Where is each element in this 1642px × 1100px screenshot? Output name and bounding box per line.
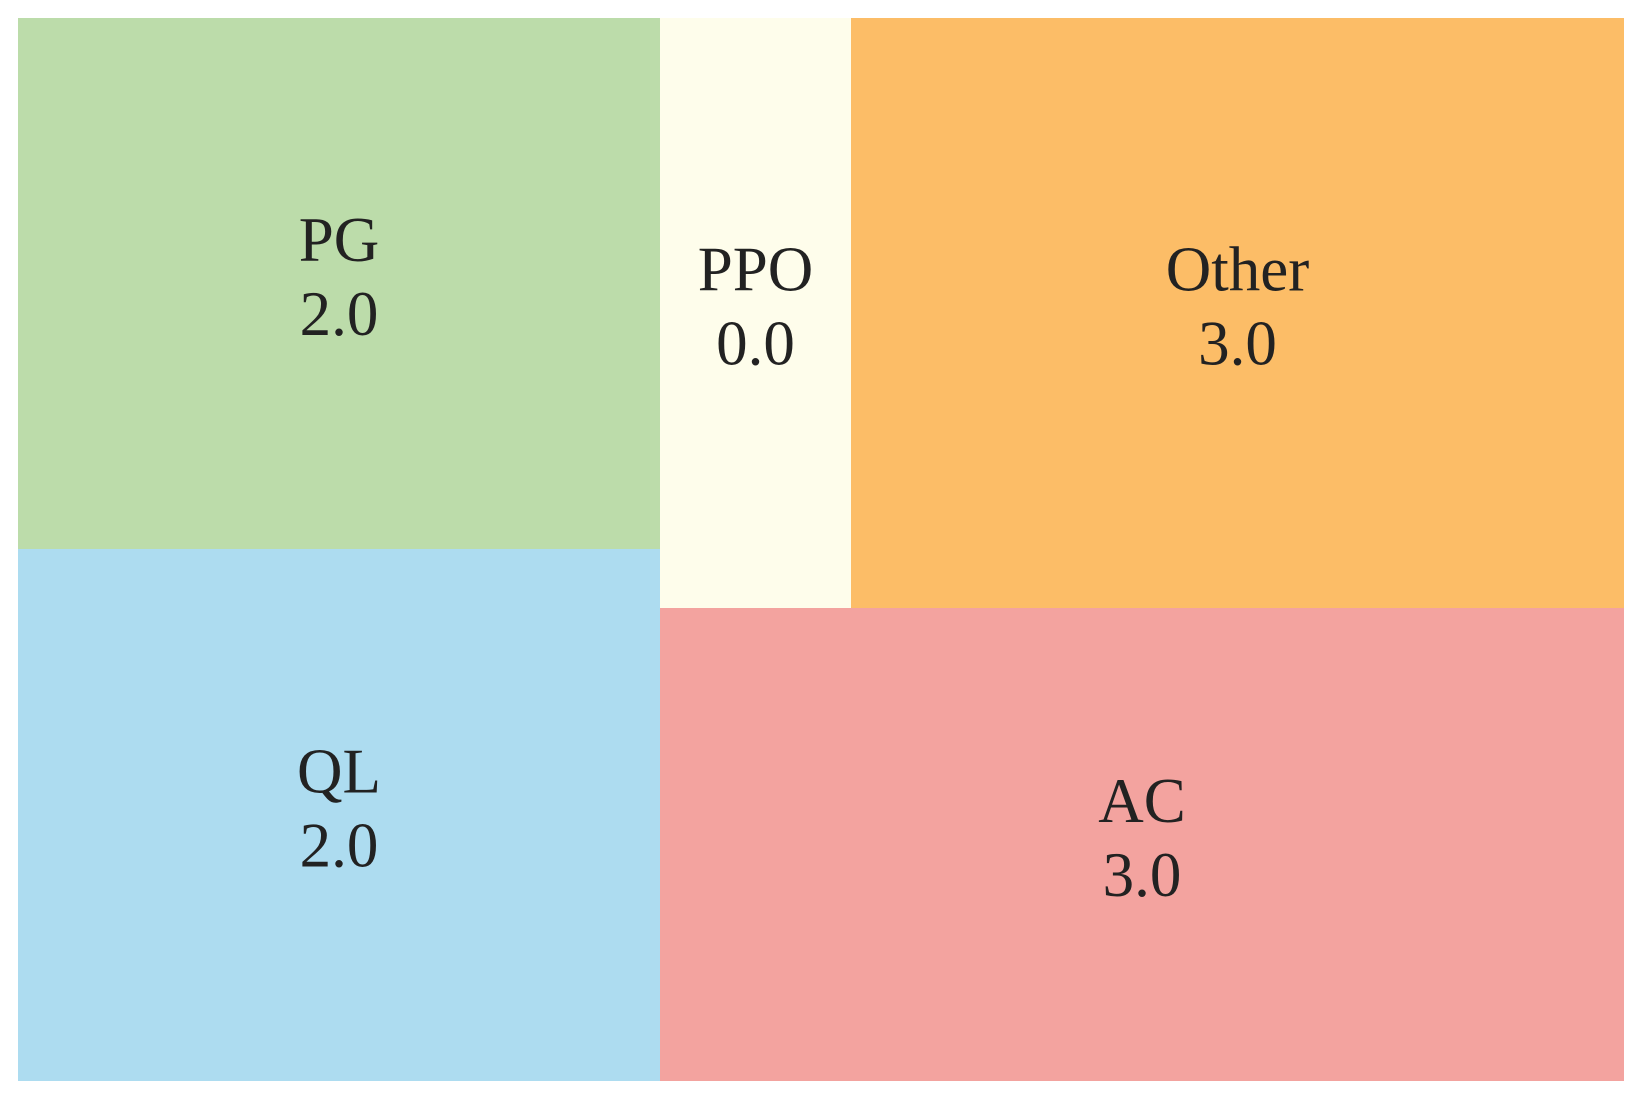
treemap-tile	[18, 549, 660, 1081]
treemap-tile	[18, 18, 660, 549]
tile-value-label: 2.0	[300, 279, 379, 349]
tile-value-label: 0.0	[716, 308, 795, 378]
treemap-tile	[660, 18, 851, 608]
tile-label: PPO	[698, 234, 814, 304]
tile-value-label: 3.0	[1103, 840, 1182, 910]
treemap-tile	[660, 608, 1624, 1081]
tile-label: PG	[299, 205, 380, 275]
tile-label: AC	[1098, 766, 1186, 836]
treemap-tile	[851, 18, 1624, 608]
tile-value-label: 3.0	[1198, 308, 1277, 378]
tile-value-label: 2.0	[300, 810, 379, 880]
tile-label: Other	[1166, 234, 1309, 304]
tile-label: QL	[297, 736, 381, 806]
